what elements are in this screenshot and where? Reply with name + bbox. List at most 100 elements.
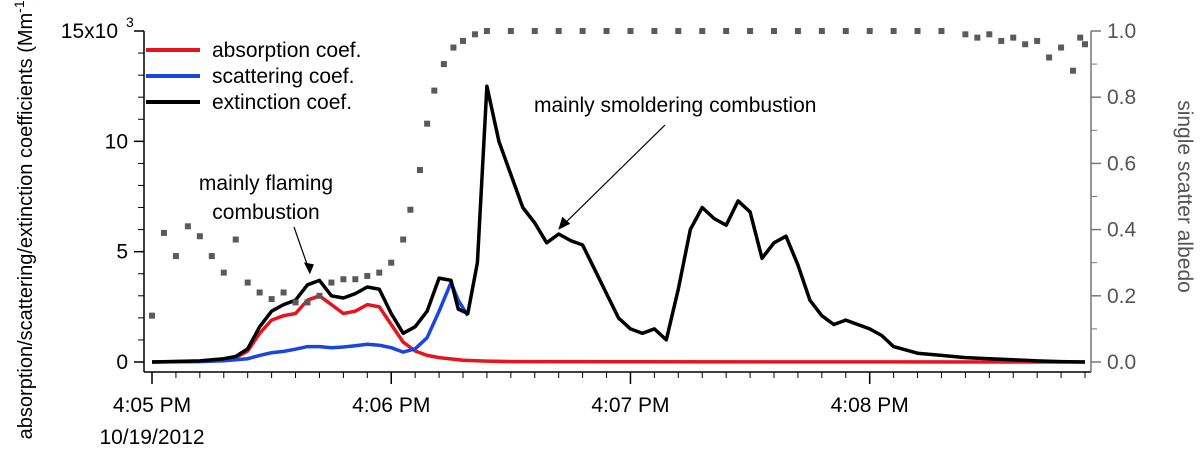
series-line-1 — [151, 280, 470, 364]
albedo-marker — [268, 296, 275, 303]
albedo-marker — [316, 292, 323, 299]
legend-label: extinction coef. — [212, 91, 352, 114]
series-layer — [149, 28, 1088, 364]
y-axis-label-sup: -1 — [11, 0, 27, 13]
y-tick-label: 10 — [105, 130, 128, 153]
albedo-marker — [771, 28, 777, 34]
albedo-marker — [890, 28, 897, 34]
albedo-marker — [1010, 34, 1017, 41]
albedo-marker — [160, 229, 167, 236]
plot-frame — [143, 31, 1092, 373]
albedo-marker — [440, 61, 447, 68]
legend-label: absorption coef. — [212, 39, 361, 62]
albedo-marker — [651, 28, 658, 34]
albedo-marker — [1082, 41, 1088, 48]
albedo-marker — [232, 236, 239, 243]
albedo-marker — [962, 31, 969, 38]
albedo-marker — [1058, 44, 1065, 51]
y-tick-label: 5 — [116, 241, 128, 264]
albedo-marker — [974, 34, 981, 41]
series-line-2 — [151, 84, 1086, 364]
annotation-smoldering: mainly smoldering combustion — [534, 94, 816, 117]
annotation-smoldering-arrowhead — [558, 216, 571, 230]
albedo-marker — [196, 233, 203, 240]
albedo-marker — [352, 276, 359, 283]
x-tick-label: 4:05 PM — [113, 394, 191, 417]
annotations: mainly flaming combustion mainly smolderin… — [199, 94, 816, 275]
albedo-marker — [579, 28, 586, 34]
x-tick-label: 4:07 PM — [591, 394, 669, 417]
albedo-marker — [400, 236, 407, 243]
albedo-marker — [172, 253, 179, 260]
y2-tick-label: 0.0 — [1107, 351, 1136, 374]
albedo-marker — [699, 28, 706, 34]
albedo-marker — [507, 28, 514, 34]
annotation-flaming-line2: combustion — [212, 201, 319, 224]
albedo-marker — [675, 28, 682, 34]
albedo-marker — [340, 276, 347, 283]
albedo-marker — [460, 37, 466, 44]
albedo-marker — [364, 272, 371, 279]
albedo-marker — [794, 28, 801, 34]
y-axis-label: absorption/scattering/extinction coeffic… — [11, 0, 37, 439]
albedo-marker — [483, 28, 490, 34]
albedo-marker — [208, 253, 215, 260]
albedo-marker — [627, 28, 634, 34]
annotation-flaming-line1: mainly flaming — [199, 172, 333, 195]
series-albedo-markers — [149, 28, 1088, 319]
x-date-label: 10/19/2012 — [99, 426, 204, 449]
y2-tick-label: 0.6 — [1107, 152, 1136, 175]
albedo-marker — [603, 28, 610, 34]
albedo-marker — [376, 269, 383, 276]
albedo-marker — [388, 259, 395, 266]
albedo-marker — [328, 279, 335, 286]
albedo-marker — [723, 28, 730, 34]
albedo-marker — [244, 279, 251, 286]
albedo-marker — [149, 312, 155, 319]
albedo-marker — [292, 299, 299, 306]
albedo-marker — [184, 223, 191, 230]
albedo-marker — [1077, 34, 1084, 41]
albedo-marker — [416, 167, 423, 174]
albedo-marker — [914, 28, 921, 34]
albedo-marker — [304, 299, 311, 306]
albedo-marker — [431, 87, 438, 94]
albedo-marker — [842, 28, 849, 34]
albedo-marker — [1046, 54, 1053, 61]
y-top-exponent: 3 — [126, 14, 134, 30]
legend: absorption coef. scattering coef. extincti… — [146, 39, 361, 114]
legend-label: scattering coef. — [212, 65, 354, 88]
albedo-marker — [1034, 37, 1041, 44]
albedo-marker — [424, 120, 431, 127]
albedo-marker — [998, 37, 1005, 44]
y2-tick-label: 0.2 — [1107, 285, 1136, 308]
albedo-marker — [256, 289, 263, 296]
x-tick-label: 4:08 PM — [831, 394, 909, 417]
y2-tick-label: 0.4 — [1107, 219, 1137, 242]
albedo-marker — [986, 31, 993, 38]
albedo-marker — [555, 28, 562, 34]
x-tick-label: 4:06 PM — [352, 394, 430, 417]
albedo-marker — [407, 206, 414, 213]
y-tick-label: 15x10 — [61, 20, 118, 43]
albedo-marker — [280, 289, 287, 296]
y-tick-label: 0 — [116, 351, 128, 374]
annotation-smoldering-arrow — [561, 124, 666, 227]
annotation-flaming-arrowhead — [303, 262, 314, 275]
y2-tick-label: 1.0 — [1107, 20, 1136, 43]
albedo-marker — [1022, 41, 1029, 48]
albedo-marker — [747, 28, 754, 34]
albedo-marker — [1070, 67, 1077, 74]
albedo-marker — [866, 28, 873, 34]
albedo-marker — [531, 28, 538, 34]
albedo-marker — [220, 269, 227, 276]
albedo-marker — [818, 28, 825, 34]
albedo-marker — [471, 31, 478, 38]
y2-axis-label: single scatter albedo — [1173, 100, 1196, 293]
albedo-marker — [938, 28, 945, 34]
y2-tick-label: 0.8 — [1107, 86, 1136, 109]
axes: 4:05 PM 4:06 PM 4:07 PM 4:08 PM 10/19/2012 0 5… — [11, 0, 1196, 449]
albedo-marker — [450, 44, 457, 51]
series-line-0 — [151, 294, 1086, 364]
